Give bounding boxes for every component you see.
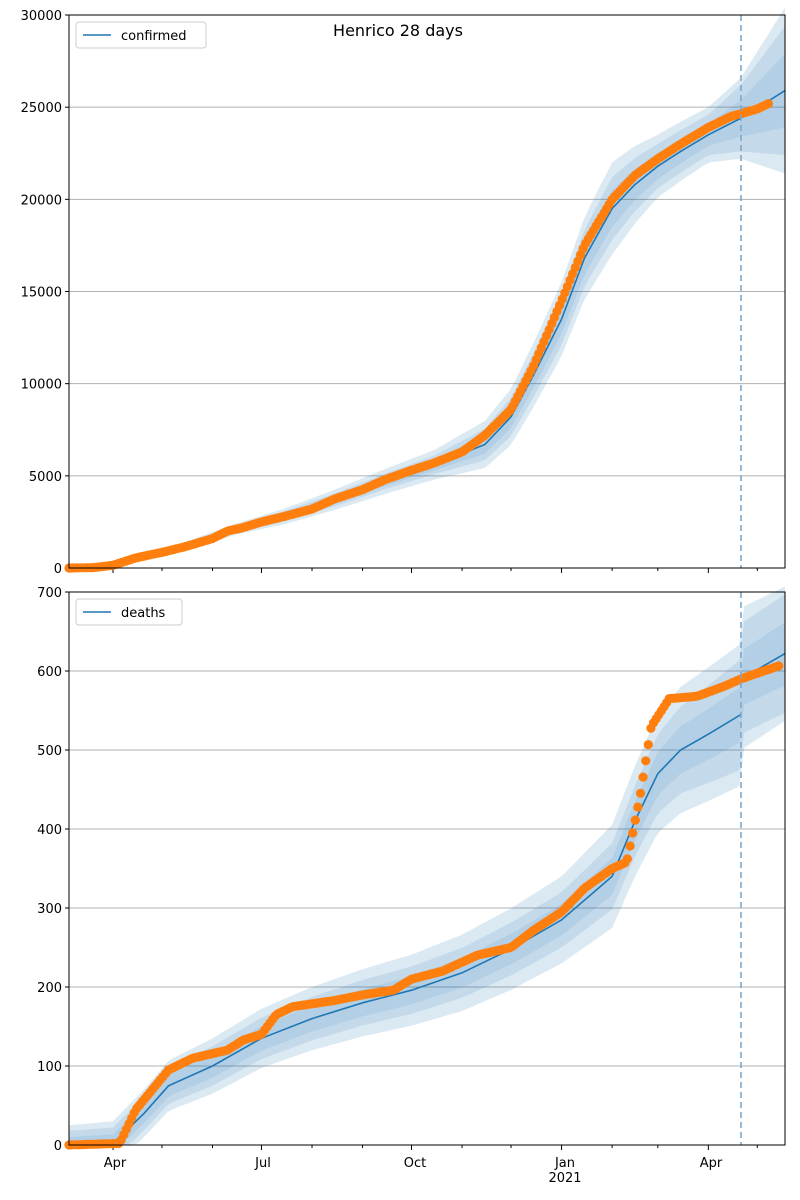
observed-point (628, 828, 638, 838)
axes-frame (68, 14, 786, 569)
x-tick-label: Oct (404, 1156, 426, 1171)
legend-label: deaths (121, 606, 166, 621)
confidence-band (69, 26, 785, 569)
legend: deaths (75, 598, 183, 626)
y-tick-label: 25000 (21, 101, 62, 116)
legend-box (75, 21, 207, 49)
observed-point (630, 815, 640, 825)
deaths-panel: 0 100 200 300 400 500 600 700 deaths (37, 586, 786, 1154)
figure-title: Henrico 28 days (333, 21, 463, 40)
y-tick-label: 700 (37, 586, 62, 601)
x-year-label: 2021 (548, 1171, 581, 1186)
y-tick-label: 10000 (21, 378, 62, 393)
y-tick-label: 500 (37, 744, 62, 759)
confirmed-panel: 0 5000 10000 15000 20000 25000 30000 confirmed (21, 7, 786, 577)
observed-point (625, 841, 635, 851)
x-axis: Apr Jul Oct Jan 2021 Apr (104, 1156, 723, 1186)
y-tick-label: 0 (54, 1139, 62, 1154)
observed-point (638, 772, 648, 782)
y-tick-label: 5000 (29, 470, 62, 485)
observed-point (643, 740, 653, 750)
model-line (68, 713, 742, 1146)
observed-point (763, 99, 774, 109)
x-tick-label: Apr (104, 1156, 127, 1171)
confidence-band (69, 7, 785, 569)
observed-point (622, 854, 633, 864)
y-tick-label: 200 (37, 981, 62, 996)
legend-label: confirmed (121, 29, 187, 44)
y-tick-label: 400 (37, 823, 62, 838)
observed-point (774, 661, 784, 671)
legend-box (75, 598, 183, 626)
observed-point (635, 788, 646, 798)
y-tick-label: 300 (37, 902, 62, 917)
y-tick-label: 30000 (21, 9, 62, 24)
observed-point (641, 756, 651, 766)
x-tick-label: Jul (254, 1156, 271, 1171)
y-tick-label: 20000 (21, 193, 62, 208)
y-tick-label: 100 (37, 1060, 62, 1075)
x-tick-label: Jan (554, 1156, 575, 1171)
x-tick-label: Apr (700, 1156, 723, 1171)
axes-frame (68, 591, 786, 1146)
y-tick-label: 600 (37, 665, 62, 680)
y-tick-label: 15000 (21, 286, 62, 301)
observed-point (633, 802, 643, 812)
legend: confirmed (75, 21, 207, 49)
y-tick-label: 0 (54, 562, 62, 577)
